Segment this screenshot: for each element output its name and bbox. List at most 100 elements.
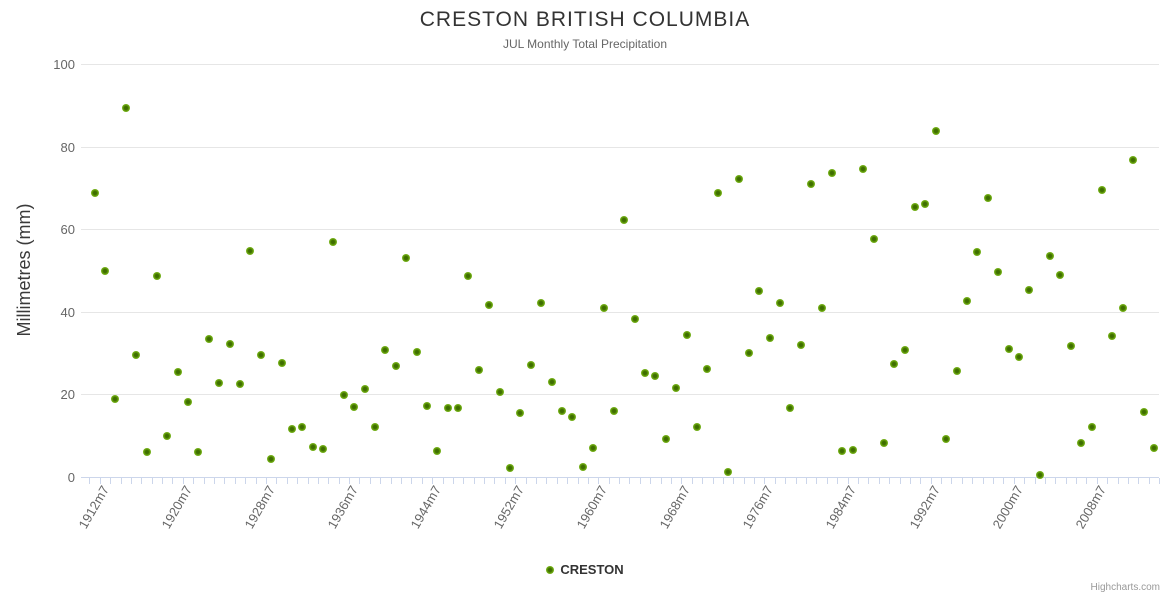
data-point[interactable] xyxy=(506,464,515,473)
data-point[interactable] xyxy=(1087,423,1096,432)
data-point[interactable] xyxy=(173,368,182,377)
data-point[interactable] xyxy=(454,403,463,412)
data-point[interactable] xyxy=(204,335,213,344)
data-point[interactable] xyxy=(942,435,951,444)
data-point[interactable] xyxy=(1098,186,1107,195)
data-point[interactable] xyxy=(1014,353,1023,362)
data-point[interactable] xyxy=(433,446,442,455)
data-point[interactable] xyxy=(609,406,618,415)
data-point[interactable] xyxy=(132,350,141,359)
data-point[interactable] xyxy=(277,359,286,367)
data-point[interactable] xyxy=(547,377,556,386)
data-point[interactable] xyxy=(713,188,722,197)
data-point[interactable] xyxy=(215,378,224,387)
data-point[interactable] xyxy=(526,361,535,370)
data-point[interactable] xyxy=(225,340,234,349)
data-point[interactable] xyxy=(474,365,483,374)
data-point[interactable] xyxy=(1118,303,1127,312)
data-point[interactable] xyxy=(692,423,701,432)
data-point[interactable] xyxy=(921,199,930,208)
data-point[interactable] xyxy=(464,272,473,281)
data-point[interactable] xyxy=(1149,444,1158,453)
data-point[interactable] xyxy=(256,351,265,360)
data-point[interactable] xyxy=(1025,286,1034,295)
data-point[interactable] xyxy=(630,314,639,323)
data-point[interactable] xyxy=(1129,156,1138,165)
data-point[interactable] xyxy=(796,340,805,349)
data-point[interactable] xyxy=(983,193,992,202)
data-point[interactable] xyxy=(869,234,878,243)
data-point[interactable] xyxy=(1004,345,1013,354)
data-point[interactable] xyxy=(672,384,681,393)
data-point[interactable] xyxy=(1046,252,1055,261)
data-point[interactable] xyxy=(879,439,888,448)
data-point[interactable] xyxy=(1056,270,1065,279)
data-point[interactable] xyxy=(485,301,494,310)
data-point[interactable] xyxy=(287,425,296,434)
data-point[interactable] xyxy=(329,238,338,246)
data-point[interactable] xyxy=(371,423,380,432)
data-point[interactable] xyxy=(495,387,504,396)
data-point[interactable] xyxy=(641,368,650,377)
data-point[interactable] xyxy=(298,422,307,431)
data-point[interactable] xyxy=(952,367,961,376)
data-point[interactable] xyxy=(121,104,130,113)
data-point[interactable] xyxy=(381,346,390,355)
data-point[interactable] xyxy=(194,447,203,456)
data-point[interactable] xyxy=(308,443,317,452)
data-point[interactable] xyxy=(599,304,608,313)
data-point[interactable] xyxy=(90,188,99,197)
data-point[interactable] xyxy=(765,334,774,343)
data-point[interactable] xyxy=(319,445,328,454)
data-point[interactable] xyxy=(568,413,577,422)
data-point[interactable] xyxy=(807,179,816,188)
data-point[interactable] xyxy=(443,403,452,412)
data-point[interactable] xyxy=(1035,470,1044,479)
data-point[interactable] xyxy=(1077,438,1086,447)
data-point[interactable] xyxy=(163,432,172,441)
data-point[interactable] xyxy=(402,253,411,262)
data-point[interactable] xyxy=(412,348,421,357)
data-point[interactable] xyxy=(786,403,795,412)
data-point[interactable] xyxy=(744,349,753,358)
data-point[interactable] xyxy=(184,398,193,407)
data-point[interactable] xyxy=(360,384,369,393)
data-point[interactable] xyxy=(142,447,151,456)
data-point[interactable] xyxy=(755,287,764,296)
data-point[interactable] xyxy=(724,467,733,476)
data-point[interactable] xyxy=(776,299,785,308)
data-point[interactable] xyxy=(589,443,598,452)
data-point[interactable] xyxy=(557,406,566,415)
legend-item-creston[interactable]: CRESTON xyxy=(0,562,1170,577)
data-point[interactable] xyxy=(578,462,587,471)
data-point[interactable] xyxy=(890,360,899,369)
data-point[interactable] xyxy=(1108,331,1117,340)
data-point[interactable] xyxy=(111,395,120,404)
data-point[interactable] xyxy=(267,454,276,463)
data-point[interactable] xyxy=(391,362,400,371)
data-point[interactable] xyxy=(900,346,909,355)
data-point[interactable] xyxy=(931,126,940,135)
data-point[interactable] xyxy=(620,216,629,225)
data-point[interactable] xyxy=(994,267,1003,276)
data-point[interactable] xyxy=(859,164,868,173)
data-point[interactable] xyxy=(100,266,109,275)
data-point[interactable] xyxy=(422,401,431,410)
data-point[interactable] xyxy=(682,330,691,339)
data-point[interactable] xyxy=(817,304,826,313)
data-point[interactable] xyxy=(661,434,670,443)
data-point[interactable] xyxy=(339,391,348,400)
highcharts-credits-link[interactable]: Highcharts.com xyxy=(1090,582,1160,593)
data-point[interactable] xyxy=(152,272,161,281)
data-point[interactable] xyxy=(1139,408,1148,417)
data-point[interactable] xyxy=(848,445,857,454)
data-point[interactable] xyxy=(963,297,972,306)
data-point[interactable] xyxy=(537,298,546,307)
data-point[interactable] xyxy=(246,247,255,256)
data-point[interactable] xyxy=(911,202,920,211)
data-point[interactable] xyxy=(516,408,525,417)
data-point[interactable] xyxy=(236,379,244,388)
data-point[interactable] xyxy=(350,403,359,412)
data-point[interactable] xyxy=(838,446,847,455)
data-point[interactable] xyxy=(651,371,660,380)
